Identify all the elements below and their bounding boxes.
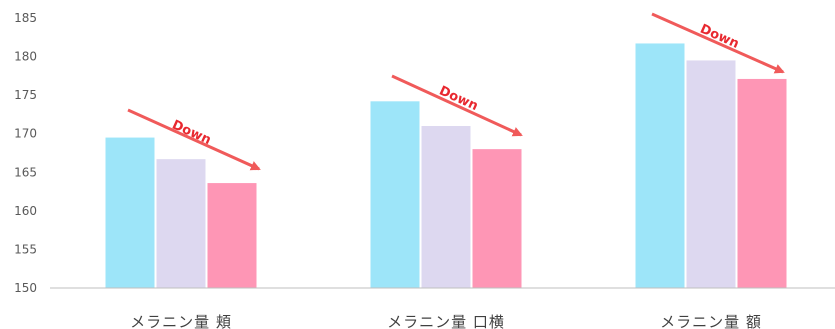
y-tick-label: 180	[14, 50, 37, 64]
y-tick-label: 175	[14, 88, 37, 102]
trend-label: Down	[437, 83, 481, 114]
bar	[156, 159, 206, 288]
x-tick-label: メラニン量 口横	[387, 313, 505, 329]
bar	[105, 137, 155, 288]
y-tick-label: 165	[14, 165, 37, 179]
bar	[472, 149, 522, 288]
y-tick-label: 170	[14, 127, 37, 141]
trend-arrow	[391, 74, 523, 137]
y-tick-label: 155	[14, 242, 37, 256]
bar	[421, 126, 471, 288]
y-tick-label: 150	[14, 281, 37, 295]
bar	[737, 78, 787, 288]
trend-label: Down	[698, 22, 742, 52]
trend-label: Down	[170, 118, 214, 148]
trend-arrow	[651, 12, 785, 74]
bar	[635, 43, 685, 289]
x-tick-label: メラニン量 額	[660, 313, 762, 329]
bar	[207, 183, 257, 288]
bar	[686, 60, 736, 288]
y-tick-label: 160	[14, 204, 37, 218]
y-axis-ticks: 150 155 160 165 170 175 180 185	[14, 11, 37, 295]
bar	[370, 101, 420, 288]
bars	[105, 43, 787, 289]
trend-arrow	[127, 108, 261, 171]
y-tick-label: 185	[14, 11, 37, 25]
x-axis-labels: メラニン量 頬 メラニン量 口横 メラニン量 額	[130, 313, 762, 329]
x-tick-label: メラニン量 頬	[130, 313, 232, 329]
